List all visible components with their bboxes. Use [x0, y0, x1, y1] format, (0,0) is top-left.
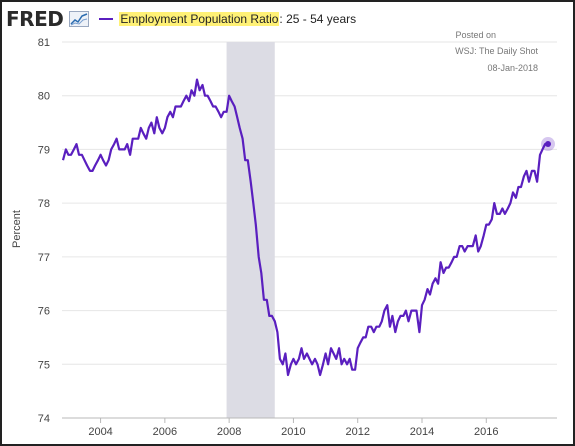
y-tick-label: 74	[38, 413, 50, 425]
chart-title-rest: : 25 - 54 years	[279, 12, 357, 26]
annotation-date: 08-Jan-2018	[487, 63, 538, 73]
x-tick-label: 2014	[410, 426, 434, 438]
chart-title-highlight: Employment Population Ratio	[119, 12, 280, 26]
chart-header: FRED Employment Population Ratio: 25 - 5…	[6, 6, 356, 32]
series-legend-line	[99, 18, 114, 20]
grid-lines	[62, 41, 557, 419]
y-tick-label: 78	[38, 198, 50, 210]
y-axis-label: Percent	[11, 210, 23, 248]
x-axis-ticks: 2004 2006 2008 2010 2012 2014 2016	[88, 418, 499, 438]
series-line	[61, 78, 548, 377]
x-tick-label: 2012	[345, 426, 369, 438]
y-tick-label: 80	[38, 91, 50, 103]
y-tick-label: 75	[38, 359, 50, 371]
annotation-posted-on: Posted on	[455, 30, 496, 40]
y-tick-label: 79	[38, 144, 50, 156]
annotation-source: WSJ: The Daily Shot	[455, 46, 538, 56]
y-tick-label: 81	[38, 37, 50, 49]
fred-logo: FRED	[6, 7, 64, 31]
x-tick-label: 2004	[88, 426, 112, 438]
x-tick-label: 2008	[217, 426, 241, 438]
x-tick-label: 2006	[153, 426, 177, 438]
last-point-marker	[545, 141, 551, 148]
recession-band	[226, 42, 275, 418]
x-tick-label: 2016	[474, 426, 498, 438]
y-axis-ticks: 74 75 76 77 78 79 80 81	[38, 37, 50, 425]
y-tick-label: 76	[38, 306, 50, 318]
fred-graph-icon	[69, 11, 90, 27]
chart-title: Employment Population Ratio: 25 - 54 yea…	[119, 12, 356, 26]
x-tick-label: 2010	[281, 426, 305, 438]
y-tick-label: 77	[38, 252, 50, 264]
